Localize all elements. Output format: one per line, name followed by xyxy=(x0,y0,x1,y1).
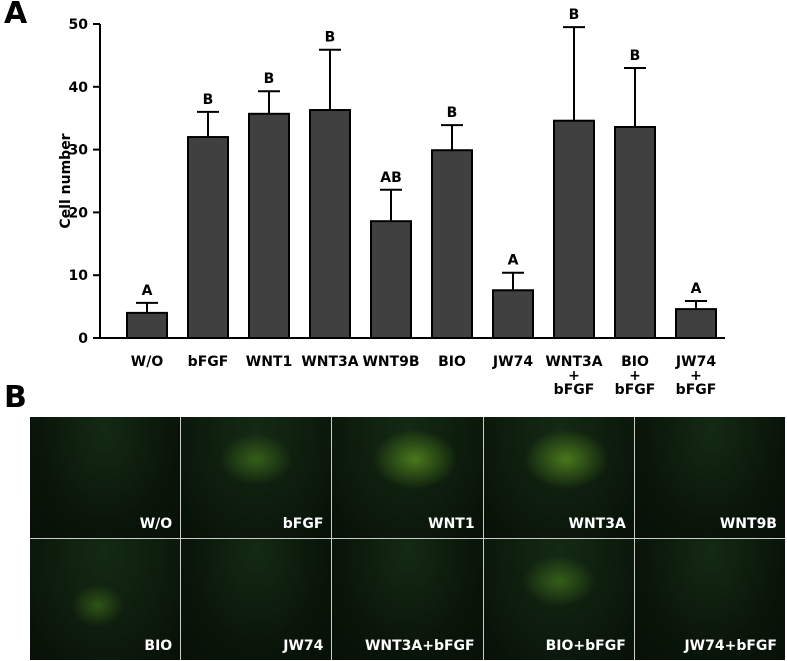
bar xyxy=(492,289,534,340)
image-label: WNT3A xyxy=(568,516,626,532)
x-tick-label: JW74 xyxy=(492,354,533,370)
micrograph: bFGF xyxy=(181,417,332,538)
image-grid: W/O bFGF WNT1 WNT3A WNT9B BIO JW74 WNT3A… xyxy=(30,417,785,660)
y-tick-label: 50 xyxy=(69,17,89,33)
micrograph: JW74+bFGF xyxy=(634,539,785,660)
y-axis-label: Cell number xyxy=(58,133,74,228)
micrograph: JW74 xyxy=(181,539,332,660)
micrograph: WNT3A xyxy=(483,417,634,538)
significance-letter: A xyxy=(142,283,153,299)
x-tick-label: BIO xyxy=(621,354,649,370)
image-label: BIO+bFGF xyxy=(545,638,626,654)
x-tick-label: + xyxy=(629,368,641,384)
image-label: WNT1 xyxy=(428,516,475,532)
x-tick-label: bFGF xyxy=(676,382,717,398)
image-label: bFGF xyxy=(282,516,324,532)
micrograph: BIO+bFGF xyxy=(483,539,634,660)
micrograph: WNT1 xyxy=(332,417,483,538)
y-tick-label: 10 xyxy=(69,268,89,284)
y-tick-label: 0 xyxy=(78,331,88,347)
significance-letter: B xyxy=(203,92,214,108)
x-tick-label: WNT9B xyxy=(362,354,419,370)
x-tick-label: W/O xyxy=(131,354,164,370)
significance-letter: A xyxy=(508,253,519,269)
x-tick-label: WNT3A xyxy=(545,354,602,370)
panel-label: B xyxy=(4,380,27,415)
x-tick-label: BIO xyxy=(438,354,466,370)
bar xyxy=(675,308,717,339)
image-label: JW74 xyxy=(283,638,324,654)
x-tick-label: WNT3A xyxy=(301,354,358,370)
image-label: WNT9B xyxy=(719,516,777,532)
y-tick-label: 40 xyxy=(69,80,89,96)
y-tick-label: 30 xyxy=(69,143,89,159)
x-tick-label: + xyxy=(690,368,702,384)
image-label: BIO xyxy=(144,638,173,654)
micrograph: W/O xyxy=(30,417,181,538)
panel-label: A xyxy=(4,0,28,31)
image-label: WNT3A+bFGF xyxy=(364,638,475,654)
significance-letter: B xyxy=(630,48,641,64)
micrograph: WNT3A+bFGF xyxy=(332,539,483,660)
significance-letter: AB xyxy=(380,170,402,186)
image-label: W/O xyxy=(139,516,173,532)
micrograph: WNT9B xyxy=(634,417,785,538)
significance-letter: B xyxy=(447,105,458,121)
x-tick-label: JW74 xyxy=(675,354,716,370)
micrograph: BIO xyxy=(30,539,181,660)
significance-letter: A xyxy=(691,281,702,297)
x-tick-label: + xyxy=(568,368,580,384)
significance-letter: B xyxy=(325,30,336,46)
image-label: JW74+bFGF xyxy=(684,638,777,654)
bar xyxy=(126,311,168,340)
x-tick-label: WNT1 xyxy=(246,354,292,370)
bar xyxy=(431,149,473,339)
bar xyxy=(553,119,595,339)
bar xyxy=(614,125,656,339)
y-tick-label: 20 xyxy=(69,205,89,221)
significance-letter: B xyxy=(569,7,580,23)
bar xyxy=(370,220,412,339)
bar xyxy=(248,112,290,339)
bar xyxy=(309,109,351,340)
x-tick-label: bFGF xyxy=(188,354,229,370)
x-tick-label: bFGF xyxy=(615,382,656,398)
x-tick-label: bFGF xyxy=(554,382,595,398)
significance-letter: B xyxy=(264,71,275,87)
bar xyxy=(187,136,229,339)
